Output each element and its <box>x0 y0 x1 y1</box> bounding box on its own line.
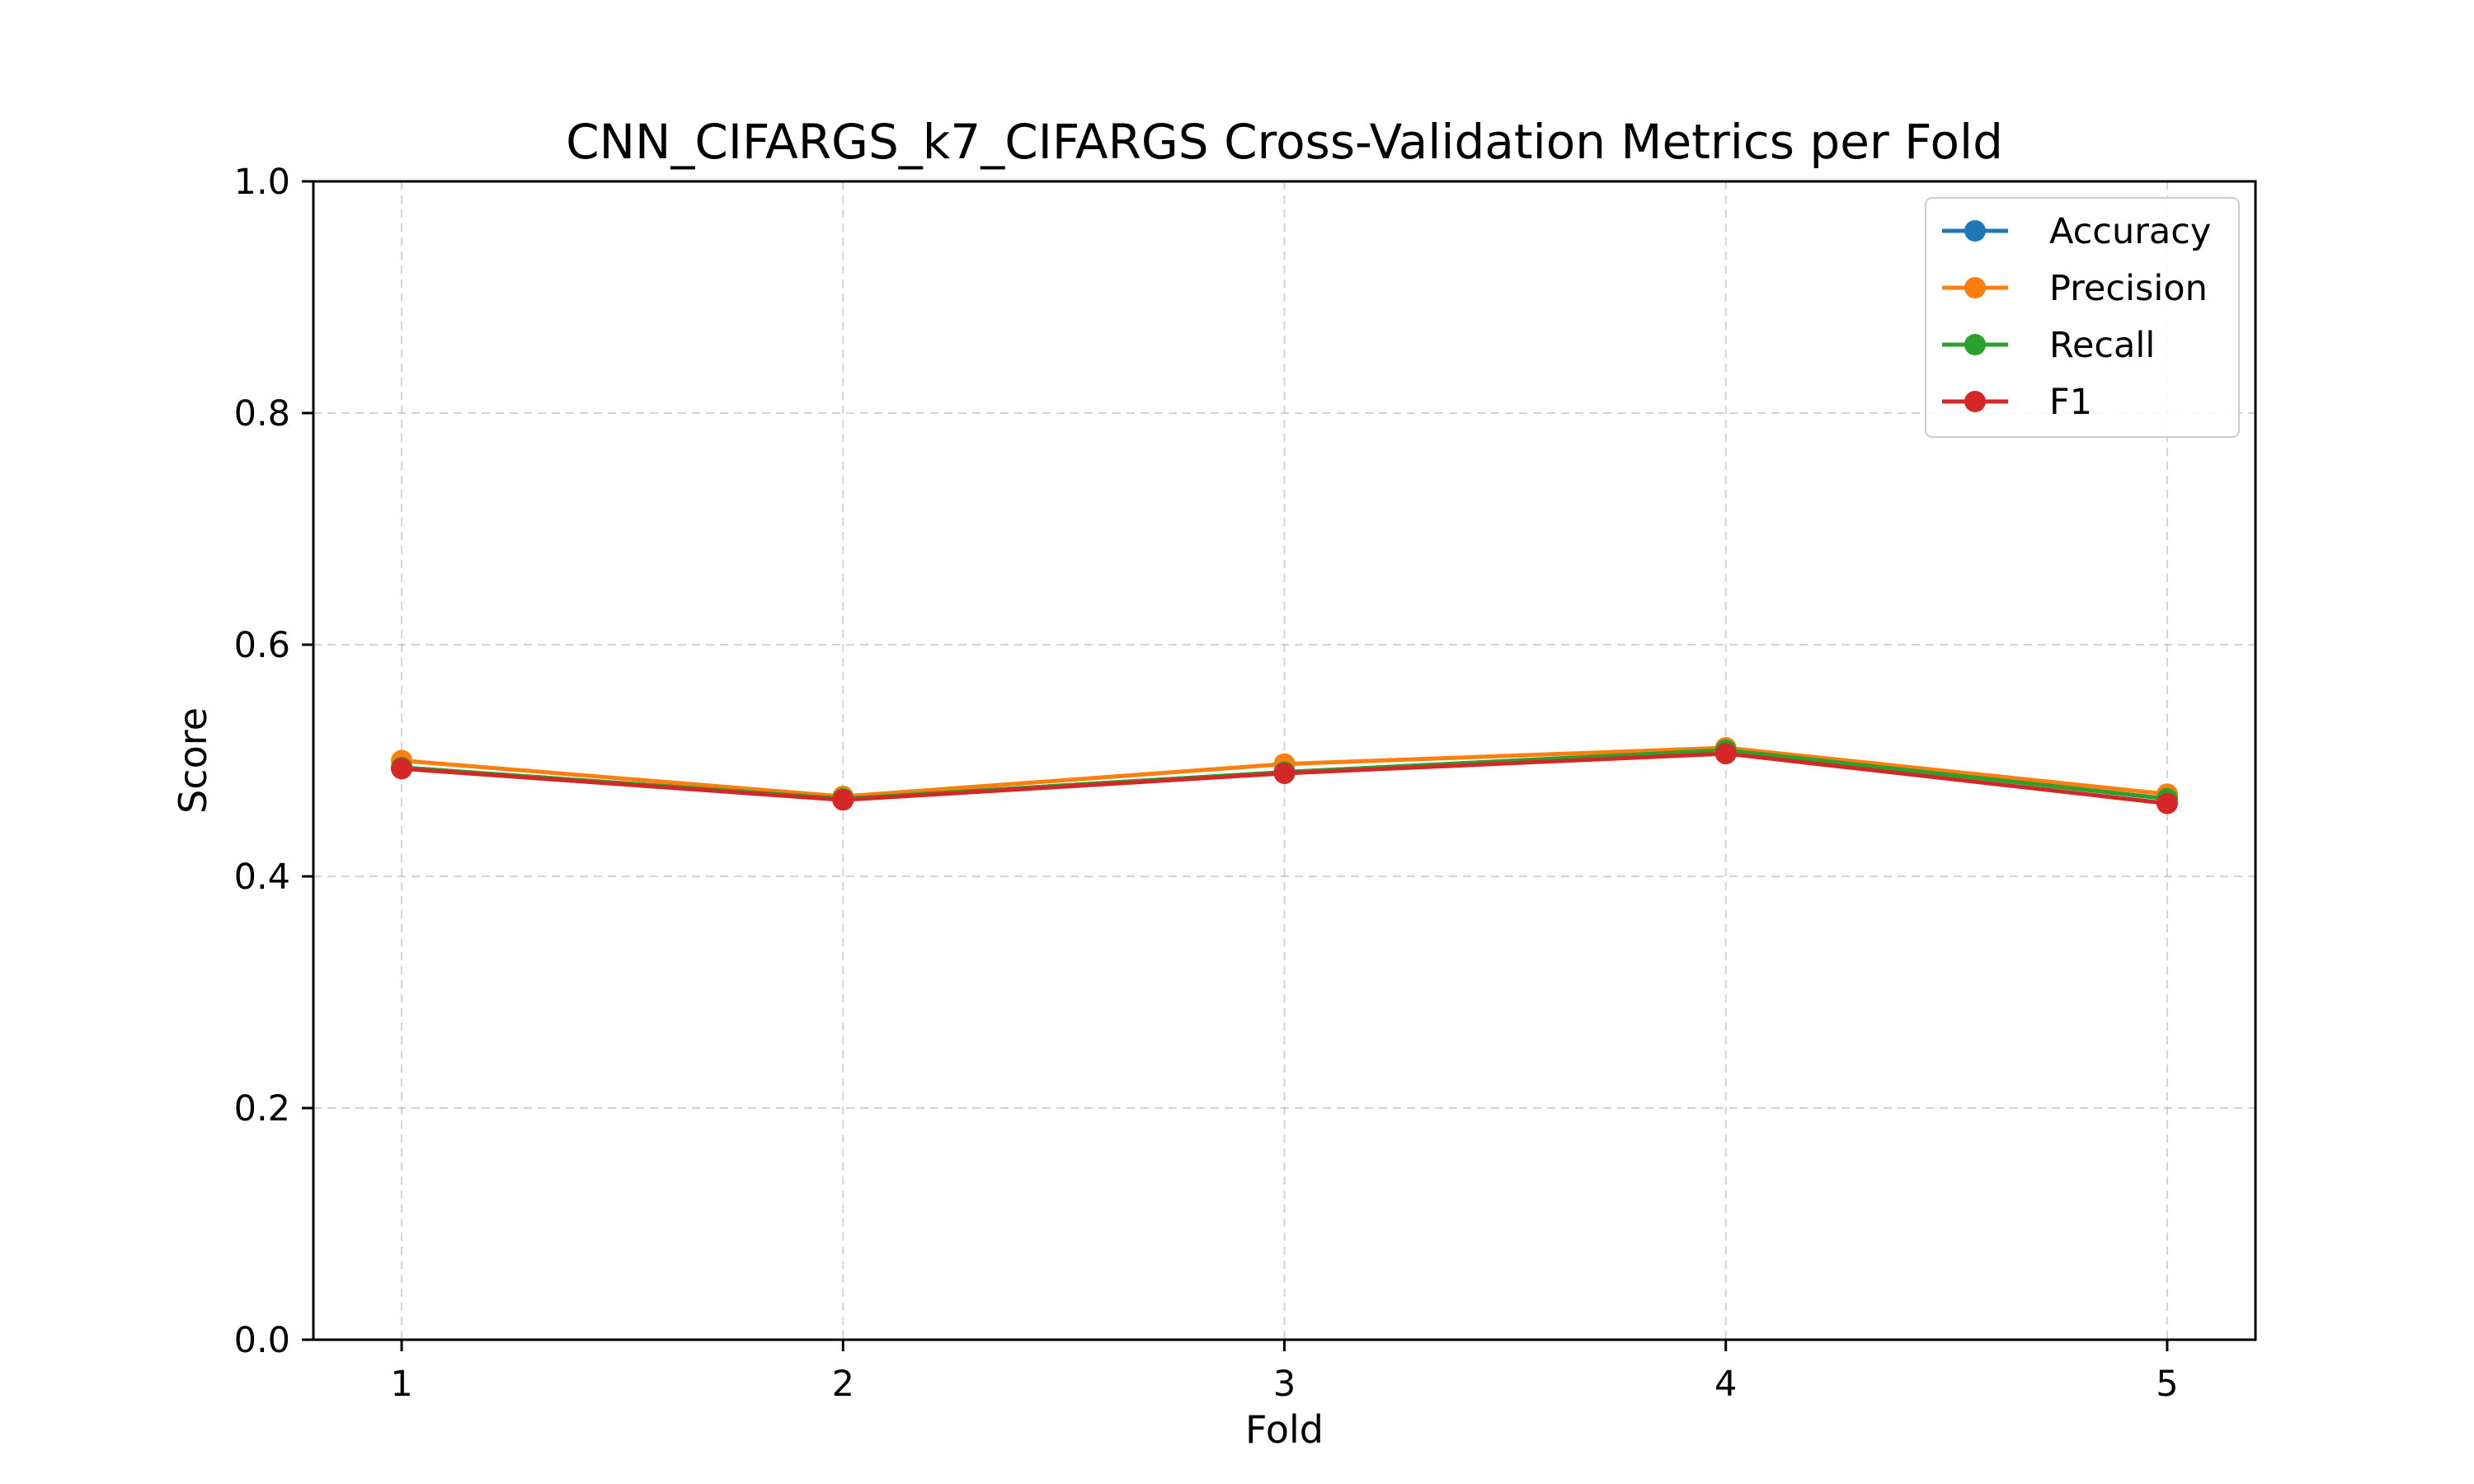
legend-label-accuracy: Accuracy <box>2049 211 2211 252</box>
y-axis-label: Score <box>171 707 215 814</box>
data-point-f1 <box>832 789 854 811</box>
legend-label-recall: Recall <box>2049 325 2155 366</box>
x-tick-label: 4 <box>1714 1364 1737 1405</box>
y-tick-label: 0.2 <box>234 1088 290 1129</box>
data-point-f1 <box>1273 762 1296 784</box>
legend-label-precision: Precision <box>2049 268 2208 309</box>
x-tick-label: 5 <box>2156 1364 2178 1405</box>
legend-marker-f1 <box>1964 391 1986 412</box>
x-tick-label: 1 <box>390 1364 412 1405</box>
y-tick-label: 1.0 <box>234 162 290 203</box>
data-point-f1 <box>2156 792 2178 815</box>
y-tick-label: 0.6 <box>234 625 290 666</box>
x-tick-label: 3 <box>1273 1364 1296 1405</box>
legend-box <box>1925 197 2240 438</box>
data-point-f1 <box>1714 743 1737 765</box>
x-axis-label: Fold <box>1245 1407 1324 1452</box>
legend: Accuracy Precision Recall F1 <box>1925 197 2240 438</box>
legend-marker-accuracy <box>1964 220 1986 242</box>
y-tick-label: 0.8 <box>234 393 290 434</box>
y-tick-label: 0.4 <box>234 857 290 898</box>
series-layer <box>391 737 2178 815</box>
ticks: 1 2 3 4 5 0.0 0.2 0.4 0.6 0.8 1.0 <box>234 162 2179 1405</box>
legend-marker-recall <box>1964 334 1986 355</box>
y-tick-label: 0.0 <box>234 1320 290 1361</box>
chart-title: CNN_CIFARGS_k7_CIFARGS Cross-Validation … <box>566 114 2003 170</box>
legend-label-f1: F1 <box>2049 382 2092 423</box>
data-point-f1 <box>391 758 413 780</box>
series-f1 <box>391 743 2178 815</box>
legend-marker-precision <box>1964 277 1986 298</box>
x-tick-label: 2 <box>832 1364 854 1405</box>
